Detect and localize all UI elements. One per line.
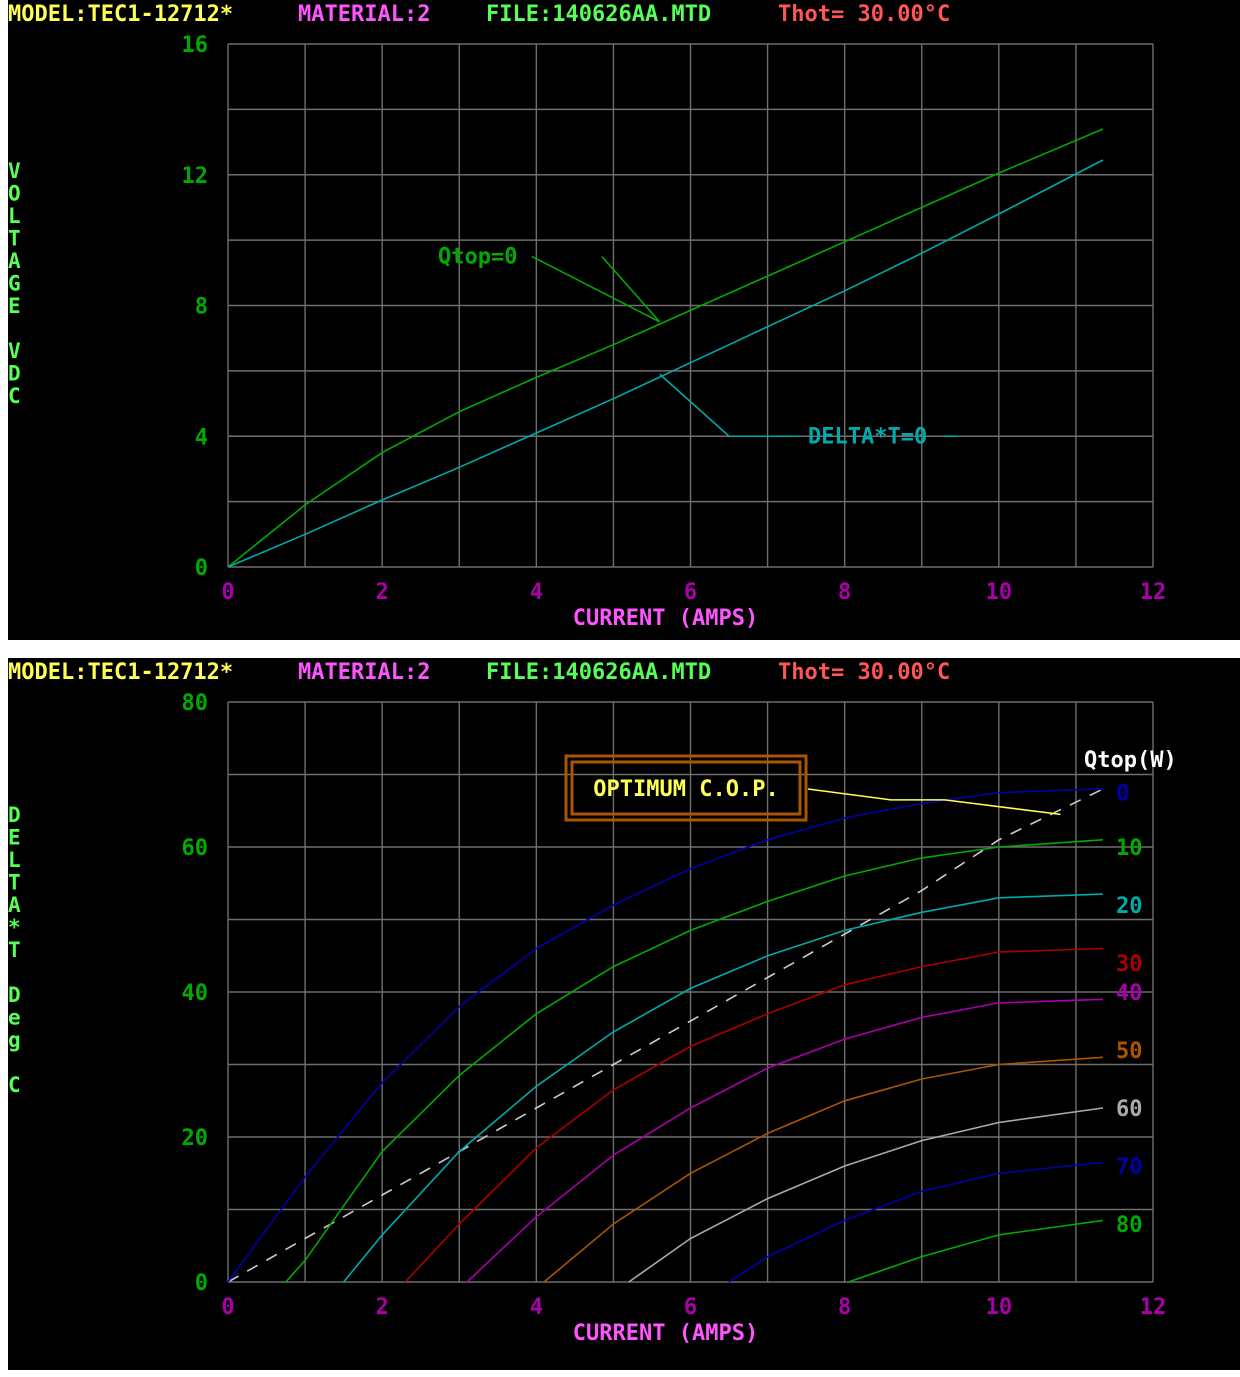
y-axis-title-char: L bbox=[8, 848, 21, 872]
legend-series-label: 0 bbox=[1116, 782, 1129, 807]
y-tick-label: 80 bbox=[182, 691, 209, 716]
y-tick-label: 12 bbox=[182, 164, 209, 189]
x-tick-label: 6 bbox=[684, 580, 697, 605]
y-axis-title-char: D bbox=[8, 362, 21, 386]
series-line bbox=[628, 1107, 1104, 1283]
x-tick-label: 2 bbox=[376, 1295, 389, 1320]
series-line bbox=[728, 1161, 1103, 1283]
y-tick-label: 40 bbox=[182, 981, 209, 1006]
series-line bbox=[848, 1219, 1104, 1283]
x-tick-label: 0 bbox=[221, 580, 234, 605]
y-axis-title-char: V bbox=[8, 159, 21, 183]
y-tick-label: 16 bbox=[182, 33, 209, 58]
x-tick-label: 0 bbox=[221, 1295, 234, 1320]
series-line bbox=[227, 159, 1104, 568]
x-tick-label: 6 bbox=[684, 1295, 697, 1320]
y-axis-title-char: e bbox=[8, 1006, 21, 1030]
y-tick-label: 0 bbox=[195, 1271, 208, 1296]
thot-label: Thot= 30.00°C bbox=[778, 660, 951, 685]
y-axis-title-char: C bbox=[8, 1073, 21, 1097]
y-axis-title-char: T bbox=[8, 938, 21, 962]
annotation-box-outer bbox=[564, 754, 808, 822]
x-tick-label: 2 bbox=[376, 580, 389, 605]
x-axis-title: CURRENT (AMPS) bbox=[573, 1321, 758, 1346]
series-line bbox=[404, 947, 1103, 1283]
annotation-qtop0: Qtop=0 bbox=[438, 244, 517, 269]
y-tick-label: 0 bbox=[195, 556, 208, 581]
x-tick-label: 8 bbox=[838, 1295, 851, 1320]
model-label: MODEL:TEC1-12712* bbox=[8, 2, 234, 27]
legend-series-label: 80 bbox=[1116, 1213, 1143, 1238]
optimum-cop-line bbox=[227, 788, 1104, 1283]
legend-series-label: 60 bbox=[1116, 1097, 1143, 1122]
y-axis-title-char: O bbox=[8, 182, 21, 206]
y-axis-title-char: D bbox=[8, 803, 21, 827]
y-axis-title-char: * bbox=[8, 916, 21, 940]
legend-series-label: 70 bbox=[1116, 1155, 1143, 1180]
x-tick-label: 10 bbox=[986, 580, 1013, 605]
model-label: MODEL:TEC1-12712* bbox=[8, 660, 234, 685]
annotation-leader bbox=[659, 373, 799, 438]
file-label: FILE:140626AA.MTD bbox=[486, 660, 712, 685]
series-line bbox=[466, 998, 1103, 1283]
annotation-leader bbox=[531, 255, 661, 323]
y-axis-title-char: T bbox=[8, 871, 21, 895]
series-line bbox=[342, 893, 1103, 1283]
legend-series-label: 10 bbox=[1116, 836, 1143, 861]
x-axis-title: CURRENT (AMPS) bbox=[573, 606, 758, 631]
material-label: MATERIAL:2 bbox=[298, 2, 431, 27]
optimum-cop-label: OPTIMUM C.O.P. bbox=[593, 777, 778, 802]
y-axis-title-char: A bbox=[8, 893, 21, 917]
x-tick-label: 4 bbox=[530, 1295, 543, 1320]
y-tick-label: 4 bbox=[195, 425, 208, 450]
series-line bbox=[285, 839, 1103, 1283]
x-tick-label: 8 bbox=[838, 580, 851, 605]
y-axis-title-char: T bbox=[8, 227, 21, 251]
y-tick-label: 8 bbox=[195, 295, 208, 320]
series-line bbox=[227, 788, 1103, 1283]
series-line bbox=[227, 128, 1104, 568]
legend-series-label: 30 bbox=[1116, 952, 1143, 977]
y-axis-title-char: g bbox=[8, 1028, 21, 1052]
x-tick-label: 12 bbox=[1140, 580, 1167, 605]
x-tick-label: 10 bbox=[986, 1295, 1013, 1320]
file-label: FILE:140626AA.MTD bbox=[486, 2, 712, 27]
y-tick-label: 20 bbox=[182, 1126, 209, 1151]
legend-title: Qtop(W) bbox=[1084, 748, 1177, 773]
annotation-deltat0: DELTA*T=0 bbox=[808, 424, 927, 449]
y-axis-title-char: G bbox=[8, 272, 21, 296]
y-axis-title-char: E bbox=[8, 826, 21, 850]
thot-label: Thot= 30.00°C bbox=[778, 2, 951, 27]
y-axis-title-char: A bbox=[8, 249, 21, 273]
delta-t-chart-panel: MODEL:TEC1-12712* MATERIAL:2 FILE:140626… bbox=[8, 658, 1240, 1370]
voltage-chart-panel: MODEL:TEC1-12712* MATERIAL:2 FILE:140626… bbox=[8, 0, 1240, 640]
x-tick-label: 12 bbox=[1140, 1295, 1167, 1320]
y-axis-title-char: L bbox=[8, 204, 21, 228]
chart-header: MODEL:TEC1-12712* MATERIAL:2 FILE:140626… bbox=[8, 2, 950, 30]
y-axis-title-char: E bbox=[8, 294, 21, 318]
y-tick-label: 60 bbox=[182, 836, 209, 861]
x-tick-label: 4 bbox=[530, 580, 543, 605]
y-axis-title-char: C bbox=[8, 384, 21, 408]
annotation-leader bbox=[807, 788, 1061, 816]
chart-header: MODEL:TEC1-12712* MATERIAL:2 FILE:140626… bbox=[8, 660, 950, 688]
y-axis-title-char: V bbox=[8, 339, 21, 363]
material-label: MATERIAL:2 bbox=[298, 660, 431, 685]
legend-series-label: 40 bbox=[1116, 981, 1143, 1006]
legend-series-label: 50 bbox=[1116, 1039, 1143, 1064]
annotation-box-inner bbox=[570, 760, 802, 816]
y-axis-title-char: D bbox=[8, 983, 21, 1007]
legend-series-label: 20 bbox=[1116, 894, 1143, 919]
series-line bbox=[543, 1056, 1103, 1283]
